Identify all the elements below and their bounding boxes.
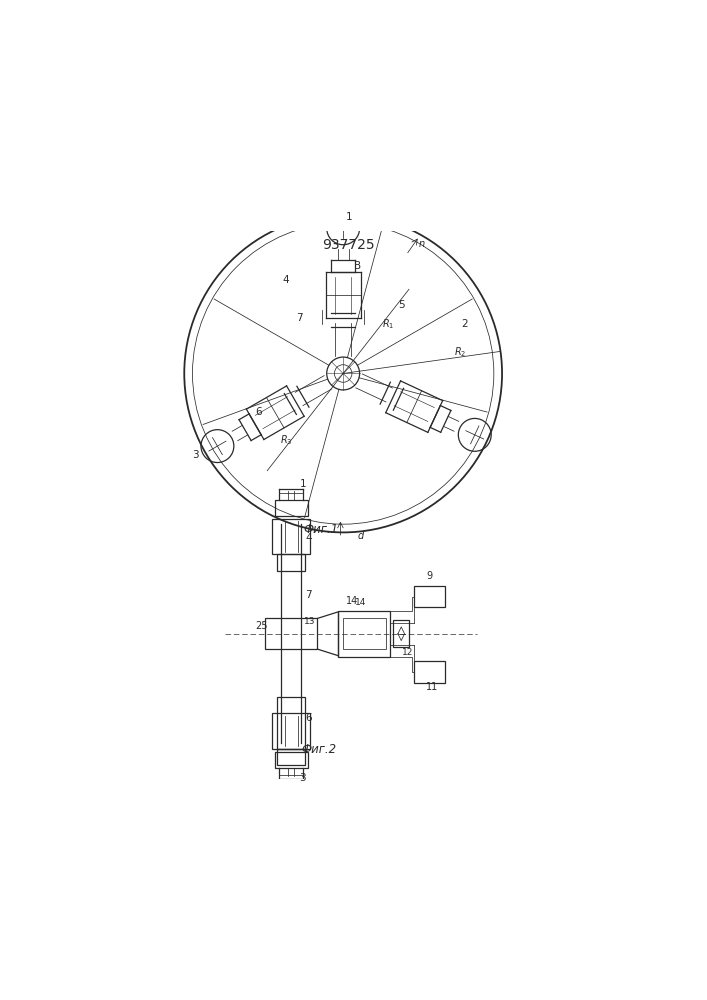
Bar: [265, 618, 317, 649]
Bar: [338, 611, 390, 657]
Text: Фиг.2: Фиг.2: [301, 743, 336, 756]
Text: 12: 12: [402, 648, 414, 657]
Text: 7: 7: [305, 590, 312, 600]
Text: 5: 5: [398, 300, 404, 310]
Text: 13: 13: [304, 617, 315, 626]
Bar: [414, 586, 445, 607]
Text: 3: 3: [299, 773, 306, 783]
Text: 25: 25: [255, 621, 267, 631]
Bar: [274, 752, 308, 768]
Text: 3: 3: [192, 450, 199, 460]
Text: 14: 14: [355, 598, 366, 607]
Text: 6: 6: [255, 407, 262, 417]
Text: 11: 11: [426, 682, 439, 692]
Bar: [277, 749, 305, 765]
Bar: [414, 661, 445, 683]
Bar: [272, 713, 310, 749]
Text: 6: 6: [305, 713, 312, 723]
Bar: [272, 519, 310, 554]
Text: 2: 2: [461, 319, 467, 329]
Text: 1: 1: [299, 479, 306, 489]
Text: 4: 4: [283, 275, 289, 285]
Text: $d$: $d$: [357, 529, 365, 541]
Text: 937725: 937725: [322, 238, 375, 252]
Bar: [277, 554, 305, 571]
Text: 1: 1: [346, 212, 353, 222]
Text: B: B: [354, 261, 361, 271]
Bar: [343, 618, 386, 649]
Text: 7: 7: [297, 313, 303, 323]
Text: $R_1$: $R_1$: [382, 318, 395, 331]
Text: 14: 14: [346, 596, 358, 606]
Text: $R_3$: $R_3$: [280, 433, 293, 447]
Text: 4: 4: [305, 533, 312, 543]
Bar: [277, 697, 305, 749]
Text: $R_2$: $R_2$: [455, 346, 467, 359]
Bar: [393, 620, 409, 647]
Text: $n$: $n$: [419, 239, 426, 249]
Text: Фиг.1: Фиг.1: [304, 523, 339, 536]
Text: 9: 9: [426, 571, 433, 581]
Bar: [274, 500, 308, 516]
